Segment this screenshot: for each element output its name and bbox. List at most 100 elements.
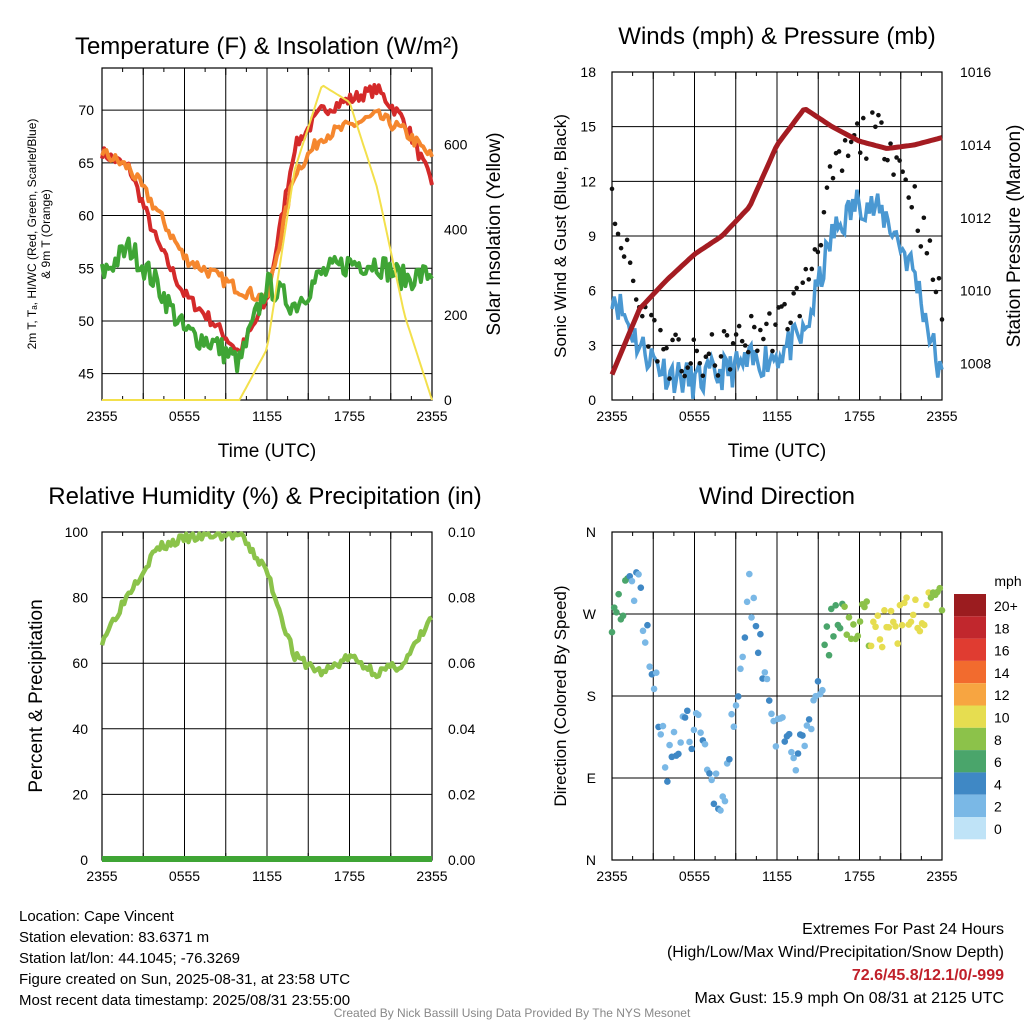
direction-point <box>615 590 622 598</box>
direction-point <box>881 607 888 614</box>
gust-point <box>909 205 915 210</box>
colorbar-swatch <box>954 683 986 706</box>
gust-point <box>906 195 911 200</box>
direction-point <box>721 797 729 805</box>
direction-point <box>803 722 811 729</box>
max-gust-text: Max Gust: 15.9 mph On 08/31 at 2125 UTC <box>694 990 1005 1007</box>
gust-point <box>627 260 633 266</box>
gust-point <box>912 184 918 189</box>
y2-tick-label: 1008 <box>960 356 991 372</box>
created-text: Figure created on Sun, 2025-08-31, at 23… <box>19 971 351 988</box>
series-line <box>99 531 433 680</box>
gust-point <box>764 321 769 327</box>
direction-point <box>670 728 678 736</box>
gust-point <box>700 373 706 379</box>
gust-point <box>718 354 724 359</box>
direction-point <box>830 633 837 640</box>
gust-point <box>900 169 905 175</box>
x-tick-label: 2355 <box>926 408 957 424</box>
gust-point <box>830 175 836 181</box>
direction-point <box>907 618 915 626</box>
direction-point <box>936 584 944 592</box>
y2-tick-label: 600 <box>444 137 468 153</box>
direction-point <box>872 623 879 631</box>
extremes-subtitle: (High/Low/Max Wind/Precipitation/Snow De… <box>666 944 1004 961</box>
colorbar-swatch <box>954 638 986 661</box>
colorbar-label: 2 <box>994 799 1002 815</box>
gust-point <box>676 337 681 342</box>
direction-point <box>661 764 669 771</box>
direction-point <box>790 754 797 762</box>
gust-point <box>682 373 687 379</box>
direction-point <box>938 606 946 614</box>
y-tick-label: W <box>583 606 597 622</box>
gust-point <box>836 149 842 154</box>
gust-point <box>730 341 736 346</box>
x-tick-label: 2355 <box>416 868 447 884</box>
colorbar-swatch <box>954 772 986 795</box>
y-tick-label: 80 <box>72 590 88 606</box>
direction-point <box>876 636 884 643</box>
direction-point <box>863 598 870 605</box>
direction-point <box>874 612 882 620</box>
direction-point <box>690 726 698 734</box>
latlon-text: Station lat/lon: 44.1045; -76.3269 <box>19 950 241 967</box>
gust-point <box>770 348 775 354</box>
direction-point <box>746 570 753 578</box>
direction-point <box>644 621 651 629</box>
direction-point <box>823 623 831 630</box>
direction-point <box>613 609 620 616</box>
gust-point <box>712 363 718 368</box>
gust-point <box>803 266 809 272</box>
x-tick-label: 2355 <box>596 868 627 884</box>
direction-point <box>779 714 786 721</box>
direction-point <box>688 745 696 753</box>
gust-point <box>688 361 694 366</box>
gust-point <box>618 245 624 251</box>
direction-point <box>732 702 740 709</box>
y2-tick-label: 0.04 <box>448 721 475 737</box>
direction-point <box>923 601 930 609</box>
gust-point <box>821 209 827 215</box>
gust-point <box>703 354 709 359</box>
direction-point <box>785 730 793 738</box>
direction-point <box>739 653 746 661</box>
gust-point <box>655 359 660 364</box>
direction-point <box>646 663 653 670</box>
gust-point <box>864 156 869 161</box>
direction-point <box>734 693 742 700</box>
credit-text: Created By Nick Bassill Using Data Provi… <box>333 1006 691 1020</box>
gust-point <box>721 329 727 334</box>
direction-point <box>794 750 802 757</box>
direction-point <box>684 707 691 715</box>
direction-point <box>854 632 862 640</box>
direction-point <box>748 614 755 621</box>
gust-point <box>933 289 939 295</box>
y-tick-label: N <box>586 852 596 868</box>
gust-point <box>930 277 936 283</box>
colorbar-label: 12 <box>994 687 1010 703</box>
y-tick-label: E <box>587 770 596 786</box>
y-tick-label: 6 <box>588 283 596 299</box>
y-tick-label: 18 <box>580 64 596 80</box>
colorbar-swatch <box>954 705 986 728</box>
chart-title: Relative Humidity (%) & Precipitation (i… <box>48 483 481 510</box>
location-text: Location: Cape Vincent <box>19 908 174 925</box>
x-tick-label: 1155 <box>252 868 282 884</box>
gust-point <box>809 266 815 272</box>
colorbar-label: 18 <box>994 620 1010 636</box>
colorbar-swatch <box>954 727 986 751</box>
y2-tick-label: 1012 <box>960 210 991 226</box>
gust-point <box>748 313 754 319</box>
extremes-values: 72.6/45.8/12.1/0/-999 <box>851 967 1004 984</box>
series-line <box>102 84 433 401</box>
y2-tick-label: 1016 <box>960 64 991 80</box>
direction-point <box>878 643 886 651</box>
direction-point <box>832 602 839 609</box>
gust-point <box>767 311 772 316</box>
x-tick-label: 1755 <box>334 408 365 424</box>
direction-point <box>666 741 673 749</box>
gust-point <box>876 112 881 118</box>
x-tick-label: 1155 <box>762 408 792 424</box>
